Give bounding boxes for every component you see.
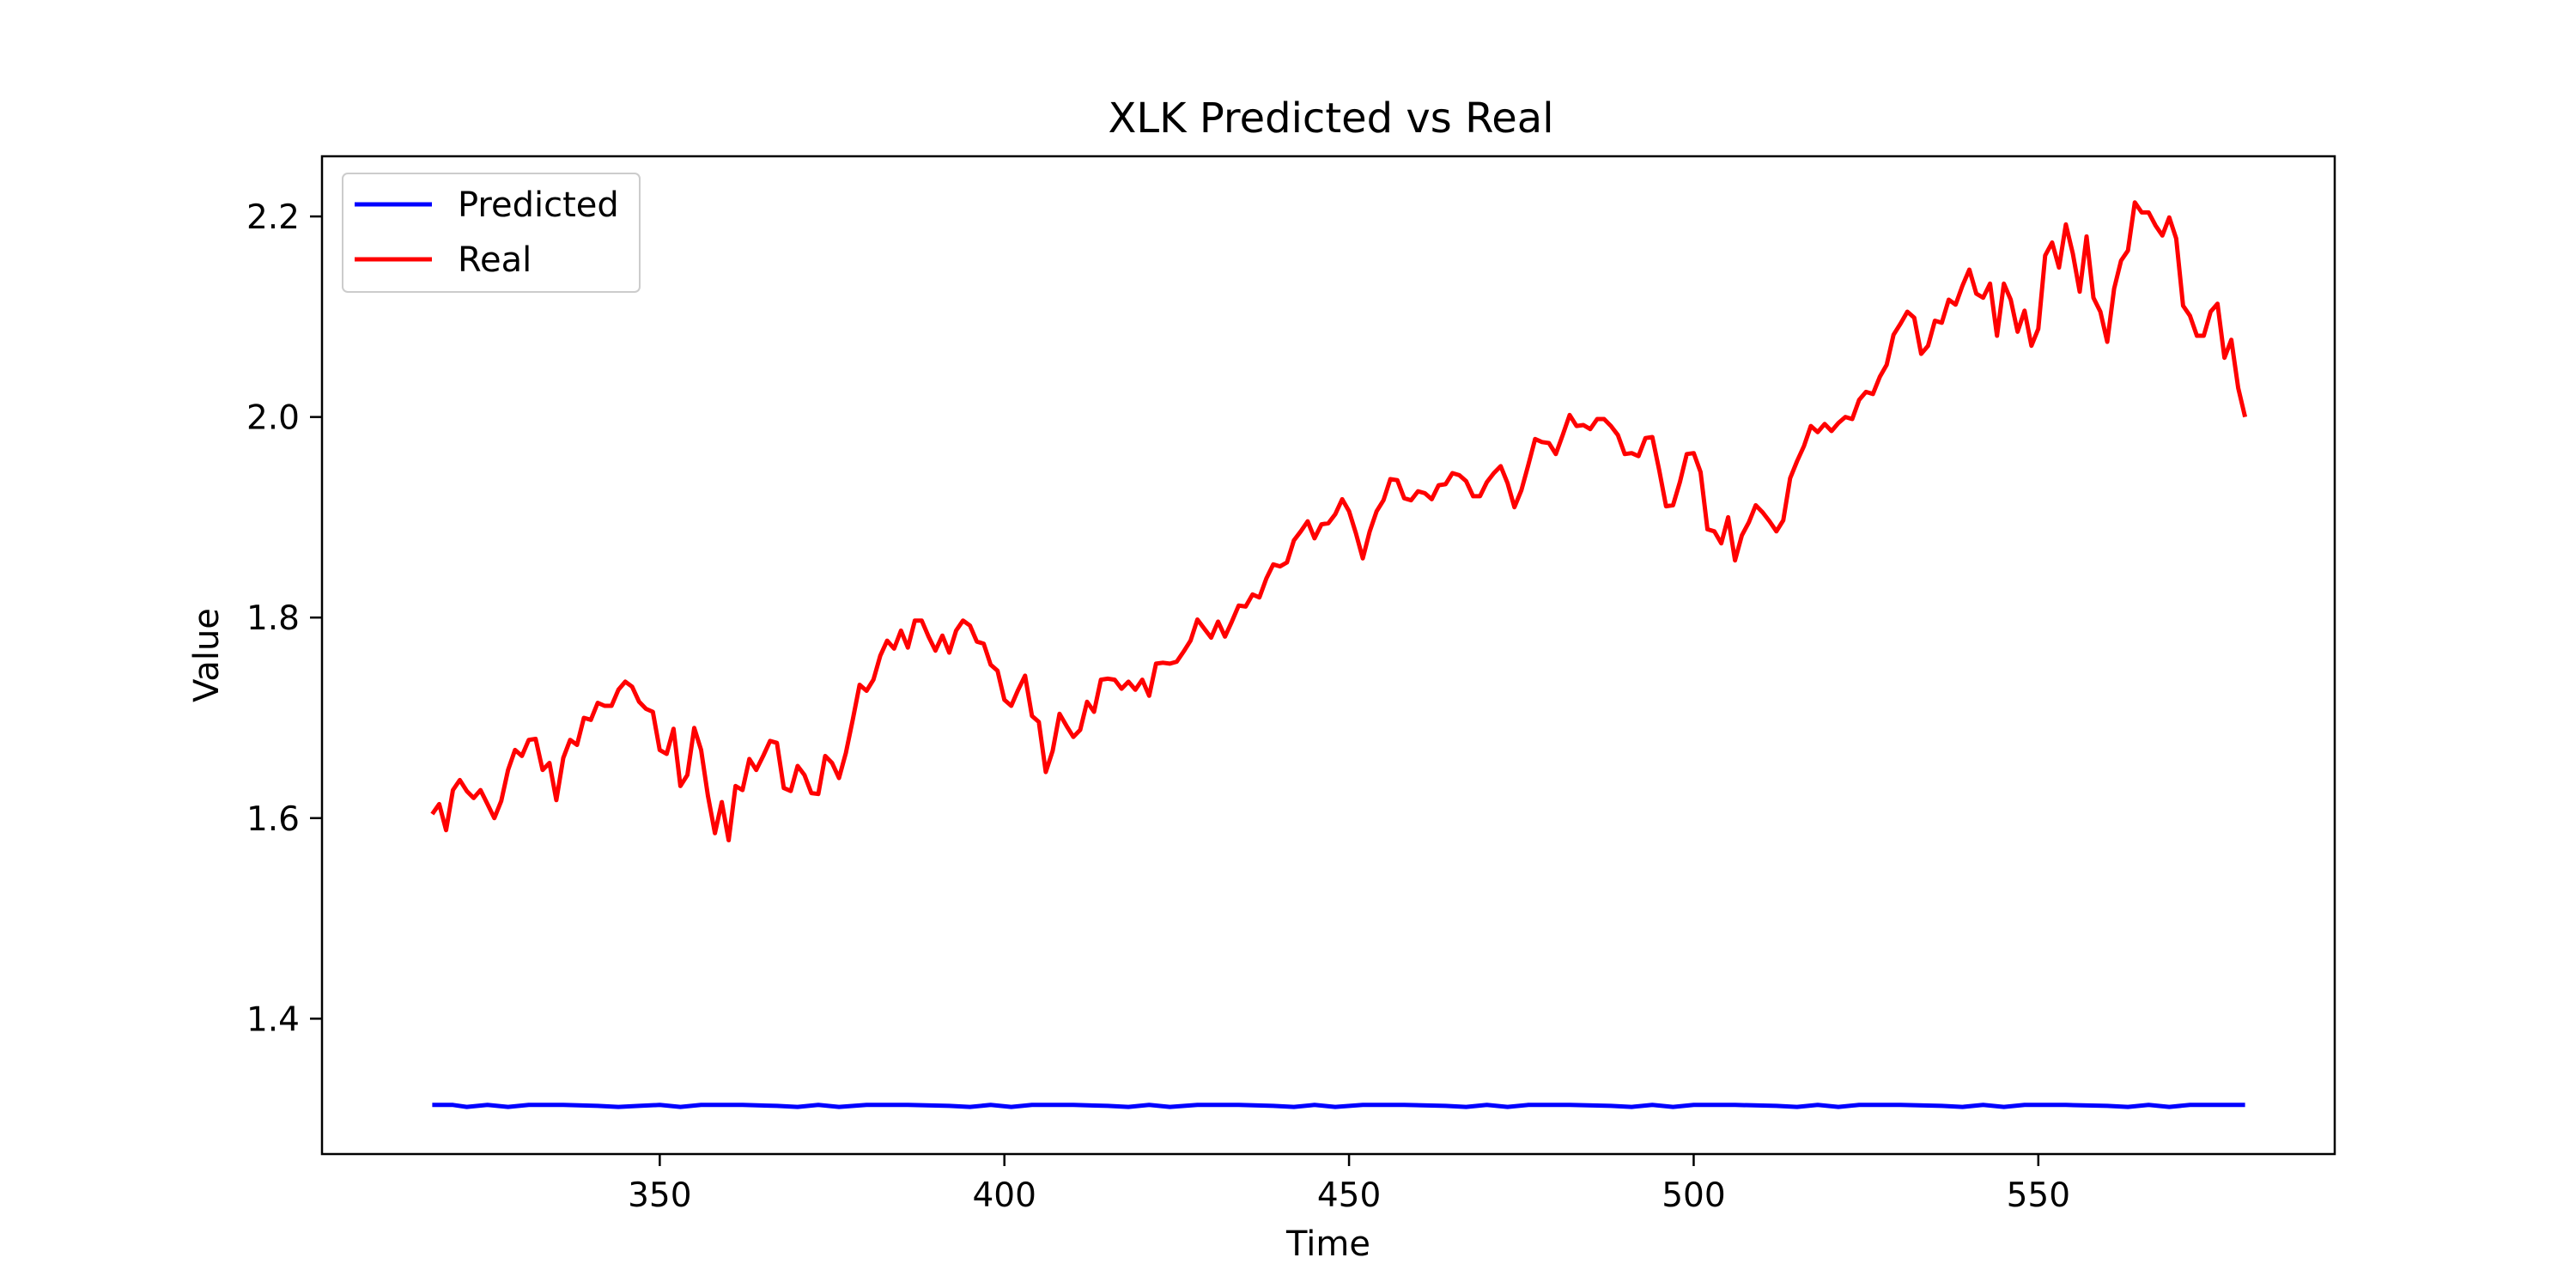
y-axis: 1.4 1.6 1.8 2.0 2.2 (246, 198, 322, 1039)
x-tick-label: 450 (1317, 1176, 1381, 1215)
y-tick-label: 1.6 (246, 800, 300, 839)
x-axis: 350 400 450 500 550 (628, 1154, 2070, 1215)
plot-frame (320, 155, 2336, 1156)
x-tick-label: 500 (1662, 1176, 1725, 1215)
y-axis-label: Value (187, 608, 227, 702)
x-tick-label: 400 (972, 1176, 1036, 1215)
plot-area (430, 200, 2248, 1109)
y-tick-label: 2.2 (246, 198, 300, 237)
y-tick-label: 1.8 (246, 599, 300, 638)
y-tick-label: 1.4 (246, 1000, 300, 1039)
legend: Predicted Real (342, 173, 641, 293)
series-line-predicted (432, 1103, 2245, 1109)
y-tick-label: 2.0 (246, 399, 300, 438)
x-axis-label: Time (1285, 1224, 1370, 1264)
x-tick-label: 350 (628, 1176, 691, 1215)
legend-label-real: Real (458, 240, 532, 280)
legend-label-predicted: Predicted (458, 185, 619, 225)
series-line-real (430, 200, 2248, 842)
chart-title: XLK Predicted vs Real (1108, 94, 1553, 143)
x-tick-label: 550 (2007, 1176, 2070, 1215)
